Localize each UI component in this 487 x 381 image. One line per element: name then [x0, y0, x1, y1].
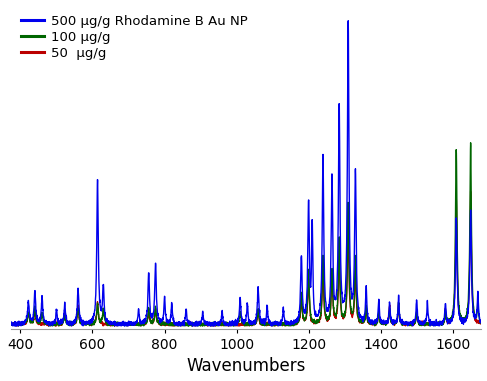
- 50  μg/g: [469, 297, 475, 301]
- 50  μg/g: [90, 322, 96, 326]
- 100 μg/g: [479, 318, 485, 323]
- 50  μg/g: [9, 323, 15, 327]
- 500 μg/g Rhodamine B Au NP: [189, 322, 195, 326]
- 50  μg/g: [419, 322, 425, 326]
- 100 μg/g: [419, 323, 425, 327]
- 100 μg/g: [469, 289, 475, 294]
- Line: 50  μg/g: 50 μg/g: [12, 192, 482, 326]
- 50  μg/g: [479, 321, 485, 325]
- 100 μg/g: [62, 314, 68, 319]
- 500 μg/g Rhodamine B Au NP: [345, 18, 351, 23]
- 100 μg/g: [16, 323, 21, 328]
- 500 μg/g Rhodamine B Au NP: [469, 299, 475, 304]
- 100 μg/g: [9, 320, 15, 325]
- 100 μg/g: [468, 141, 473, 145]
- 50  μg/g: [14, 323, 20, 328]
- 500 μg/g Rhodamine B Au NP: [209, 320, 215, 325]
- 100 μg/g: [90, 320, 96, 325]
- 50  μg/g: [209, 323, 215, 328]
- X-axis label: Wavenumbers: Wavenumbers: [187, 357, 306, 375]
- Legend: 500 μg/g Rhodamine B Au NP, 100 μg/g, 50  μg/g: 500 μg/g Rhodamine B Au NP, 100 μg/g, 50…: [18, 12, 250, 63]
- 500 μg/g Rhodamine B Au NP: [90, 314, 96, 319]
- Line: 100 μg/g: 100 μg/g: [12, 143, 482, 326]
- 500 μg/g Rhodamine B Au NP: [419, 322, 425, 327]
- 50  μg/g: [189, 322, 195, 326]
- 50  μg/g: [468, 189, 473, 194]
- 100 μg/g: [209, 320, 215, 325]
- 500 μg/g Rhodamine B Au NP: [10, 323, 16, 328]
- 500 μg/g Rhodamine B Au NP: [479, 320, 485, 324]
- 100 μg/g: [189, 323, 195, 328]
- 500 μg/g Rhodamine B Au NP: [62, 307, 68, 311]
- Line: 500 μg/g Rhodamine B Au NP: 500 μg/g Rhodamine B Au NP: [12, 21, 482, 326]
- 500 μg/g Rhodamine B Au NP: [9, 320, 15, 324]
- 50  μg/g: [62, 311, 68, 316]
